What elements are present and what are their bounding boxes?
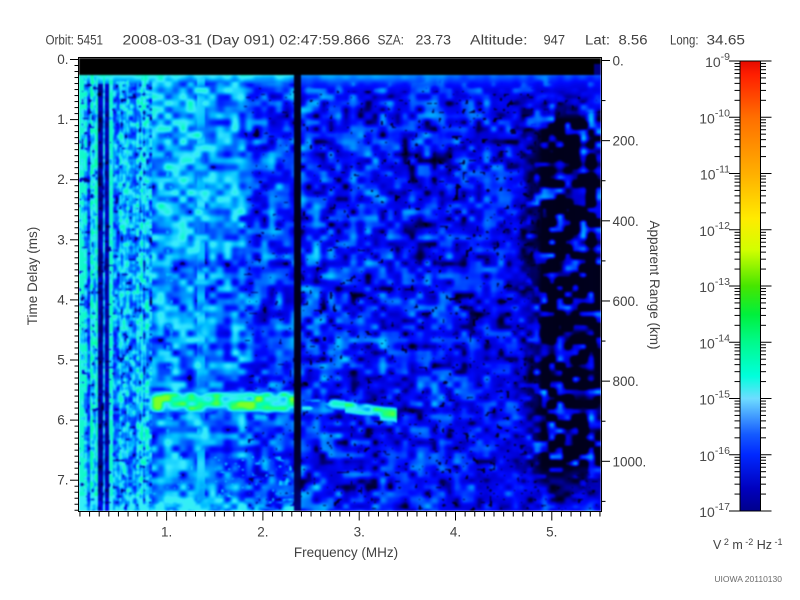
svg-text:1.: 1. (57, 112, 68, 127)
svg-text:Frequency (MHz): Frequency (MHz) (294, 545, 398, 560)
svg-text:8.56: 8.56 (619, 33, 648, 48)
svg-text:10-12: 10-12 (699, 220, 730, 239)
svg-text:34.65: 34.65 (707, 33, 746, 48)
svg-text:10-9: 10-9 (705, 51, 730, 70)
svg-text:Lat:: Lat: (585, 33, 610, 48)
svg-text:1000.: 1000. (613, 454, 647, 469)
svg-text:UIOWA 20110130: UIOWA 20110130 (714, 574, 782, 584)
svg-text:Time Delay (ms): Time Delay (ms) (25, 227, 40, 326)
svg-text:23.73: 23.73 (416, 33, 452, 48)
svg-text:4.: 4. (57, 292, 68, 307)
svg-text:3.: 3. (354, 525, 365, 540)
svg-text:200.: 200. (613, 134, 639, 149)
svg-text:Altitude:: Altitude: (470, 33, 528, 48)
svg-text:2.: 2. (57, 172, 68, 187)
svg-text:SZA:: SZA: (378, 33, 405, 48)
svg-text:0.: 0. (57, 52, 68, 67)
svg-text:800.: 800. (613, 374, 639, 389)
svg-text:947: 947 (544, 33, 566, 48)
svg-text:10-11: 10-11 (700, 164, 730, 183)
svg-text:5.: 5. (57, 353, 68, 368)
svg-text:Orbit: 5451: Orbit: 5451 (46, 33, 104, 48)
svg-text:4.: 4. (450, 525, 461, 540)
svg-text:3.: 3. (57, 232, 68, 247)
svg-text:400.: 400. (613, 214, 639, 229)
svg-text:10-16: 10-16 (699, 445, 730, 464)
svg-text:1.: 1. (161, 525, 172, 540)
svg-text:2.: 2. (257, 525, 268, 540)
svg-text:600.: 600. (613, 294, 639, 309)
svg-text:Long:: Long: (670, 33, 699, 48)
svg-text:10-10: 10-10 (699, 107, 730, 126)
svg-text:Apparent Range (km): Apparent Range (km) (647, 220, 662, 349)
svg-text:5.: 5. (546, 525, 557, 540)
svg-text:10-15: 10-15 (699, 389, 730, 408)
svg-text:10-17: 10-17 (699, 501, 730, 520)
svg-text:7.: 7. (57, 473, 68, 488)
svg-text:V 2 m -2 Hz -1: V 2 m -2 Hz -1 (713, 537, 783, 552)
svg-text:10-13: 10-13 (699, 276, 730, 295)
svg-text:2008-03-31 (Day 091) 02:47:59.: 2008-03-31 (Day 091) 02:47:59.866 (123, 33, 371, 48)
svg-text:10-14: 10-14 (699, 332, 730, 351)
svg-text:0.: 0. (613, 54, 624, 69)
svg-text:6.: 6. (57, 413, 68, 428)
